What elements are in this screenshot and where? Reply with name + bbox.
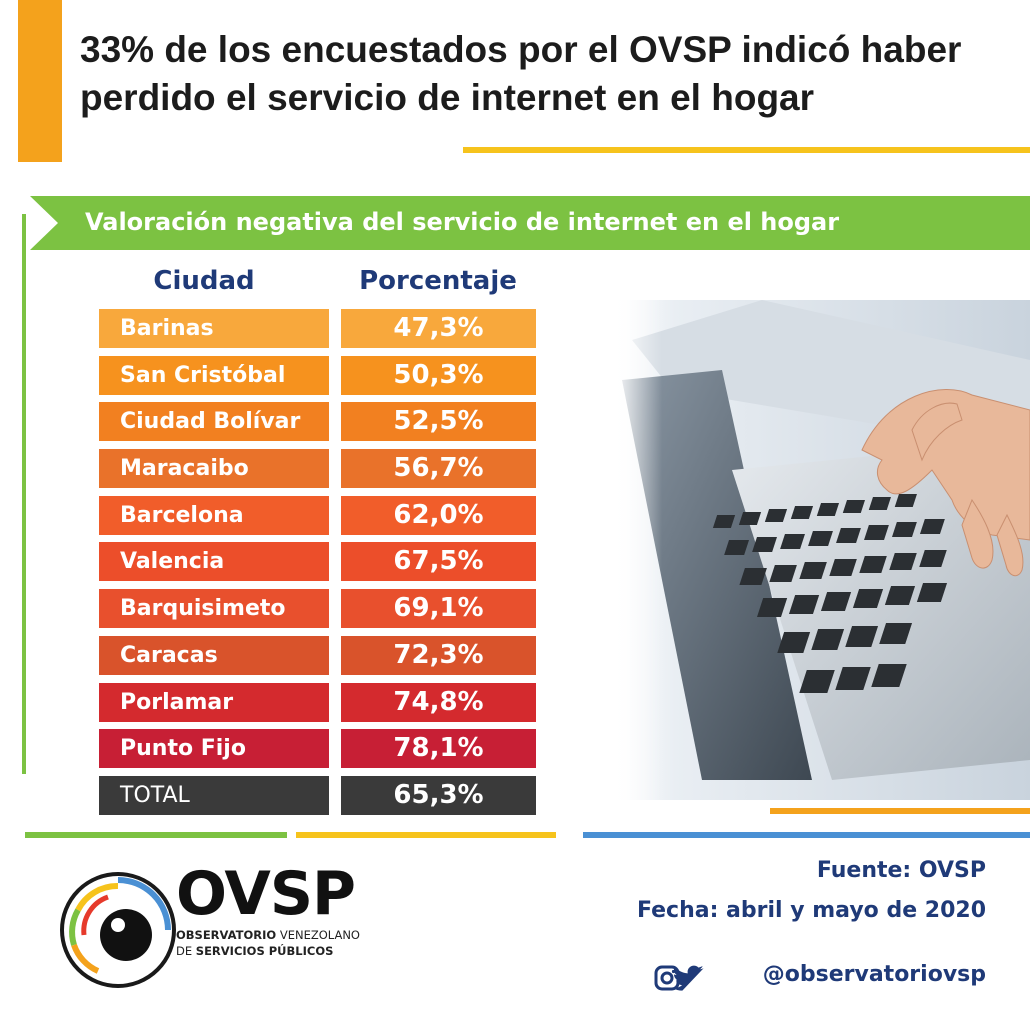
logo-subtitle-line1: OBSERVATORIO VENEZOLANO [176,928,360,942]
twitter-icon [672,965,704,991]
percent-cell: 72,3% [341,635,536,675]
social-icons [654,964,710,994]
data-table: Barinas 47,3% San Cristóbal 50,3% Ciudad Bol… [99,309,536,823]
left-green-rule [22,214,26,774]
total-label: TOTAL [99,775,329,815]
table-row: Caracas 72,3% [99,635,536,675]
footer-rule-blue [583,832,1030,838]
table-row: Porlamar 74,8% [99,682,536,722]
table-row: San Cristóbal 50,3% [99,355,536,395]
date-label: Fecha: abril y mayo de 2020 [636,898,986,923]
city-cell: Porlamar [99,682,329,722]
city-cell: Caracas [99,635,329,675]
page-title: 33% de los encuestados por el OVSP indic… [80,29,962,118]
city-cell: Barcelona [99,495,329,535]
percent-cell: 52,5% [341,402,536,442]
percent-cell: 78,1% [341,729,536,769]
percent-cell: 74,8% [341,682,536,722]
city-cell: Ciudad Bolívar [99,402,329,442]
table-row: Barcelona 62,0% [99,495,536,535]
subtitle: Valoración negativa del servicio de inte… [85,208,840,236]
percent-cell: 47,3% [341,309,536,348]
city-cell: Punto Fijo [99,729,329,769]
logo-sub1-bold: OBSERVATORIO [176,928,277,942]
orange-accent-bar [18,0,62,162]
table-total-row: TOTAL 65,3% [99,775,536,815]
column-header-percent: Porcentaje [359,266,517,296]
ovsp-logo-emblem [58,855,358,1005]
city-cell: Barinas [99,309,329,348]
percent-cell: 50,3% [341,355,536,395]
table-row: Barinas 47,3% [99,309,536,348]
footer-rule-green [25,832,287,838]
total-percent: 65,3% [341,775,536,815]
table-row: Barquisimeto 69,1% [99,589,536,629]
title-underline [463,147,1030,153]
percent-cell: 67,5% [341,542,536,582]
footer-rule-orange [770,808,1030,814]
column-header-city: Ciudad [153,266,255,296]
percent-cell: 62,0% [341,495,536,535]
city-cell: Maracaibo [99,449,329,489]
city-cell: San Cristóbal [99,355,329,395]
city-cell: Valencia [99,542,329,582]
logo-sub1-rest: VENEZOLANO [276,928,360,942]
city-cell: Barquisimeto [99,589,329,629]
footer-rule-yellow [296,832,556,838]
subtitle-banner [30,196,1030,250]
logo-sub2-bold: SERVICIOS PÚBLICOS [195,944,334,958]
percent-cell: 56,7% [341,449,536,489]
social-handle[interactable]: @observatoriovsp [762,962,986,987]
logo-subtitle-line2: DE SERVICIOS PÚBLICOS [176,944,333,958]
table-row: Valencia 67,5% [99,542,536,582]
percent-cell: 69,1% [341,589,536,629]
source-label: Fuente: OVSP [816,858,986,883]
table-row: Ciudad Bolívar 52,5% [99,402,536,442]
laptop-photo [612,300,1030,800]
logo-sub2-prefix: DE [176,944,196,958]
table-row: Punto Fijo 78,1% [99,729,536,769]
logo-wordmark: OVSP [176,859,356,929]
table-row: Maracaibo 56,7% [99,449,536,489]
